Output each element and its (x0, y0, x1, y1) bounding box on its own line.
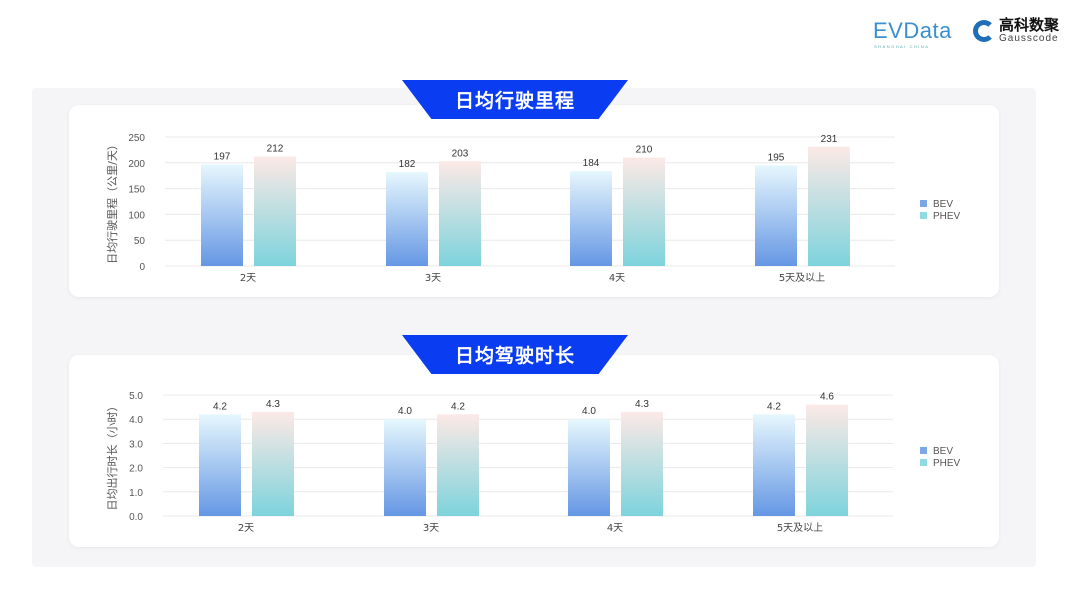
y-tick-label: 100 (128, 210, 145, 221)
y-tick-label: 3.0 (129, 439, 143, 450)
gausscode-logo: 高科数聚 Gausscode (973, 18, 1059, 44)
bar-phev (437, 414, 479, 516)
data-label: 210 (636, 145, 653, 156)
data-label: 4.0 (582, 406, 596, 417)
bar-phev (439, 161, 481, 266)
y-tick-label: 2.0 (129, 464, 143, 475)
bar-bev (568, 419, 610, 516)
legend-swatch-bev (920, 447, 927, 454)
bar-phev (623, 157, 665, 266)
bar-bev (570, 171, 612, 266)
data-label: 182 (399, 159, 416, 170)
data-label: 4.0 (398, 406, 412, 417)
bar-phev (254, 156, 296, 266)
legend-swatch-phev (920, 459, 927, 466)
bar-bev (755, 165, 797, 266)
legend-swatch-phev (920, 212, 927, 219)
y-tick-label: 4.0 (129, 415, 143, 426)
y-tick-label: 250 (128, 133, 145, 144)
x-tick-label: 3天 (425, 273, 441, 284)
data-label: 212 (267, 144, 284, 155)
y-tick-label: 200 (128, 159, 145, 170)
data-label: 231 (821, 134, 838, 145)
bar-phev (808, 146, 850, 266)
evdata-logo: EVData SHANGHAI CHINA (873, 18, 952, 49)
data-label: 4.3 (266, 399, 280, 410)
data-label: 4.6 (820, 392, 834, 403)
data-label: 4.2 (213, 401, 227, 412)
y-tick-label: 1.0 (129, 488, 143, 499)
x-tick-label: 5天及以上 (777, 522, 823, 534)
bar-bev (753, 414, 795, 516)
data-label: 195 (768, 152, 785, 163)
y-tick-label: 0 (139, 262, 145, 273)
mileage-chart-title: 日均行驶里程 (402, 80, 628, 119)
bar-bev (199, 414, 241, 516)
y-tick-label: 0.0 (129, 512, 143, 523)
bar-bev (384, 419, 426, 516)
x-tick-label: 5天及以上 (779, 272, 825, 284)
data-label: 4.2 (767, 401, 781, 412)
legend-label: PHEV (933, 211, 961, 222)
x-tick-label: 4天 (607, 523, 623, 534)
y-tick-label: 150 (128, 185, 145, 196)
bar-bev (201, 164, 243, 266)
data-label: 197 (214, 151, 231, 162)
legend-label: PHEV (933, 458, 961, 469)
x-tick-label: 2天 (240, 273, 256, 284)
bar-phev (806, 404, 848, 516)
y-axis-label: 日均行驶里程（公里/天） (105, 139, 119, 264)
y-tick-label: 5.0 (129, 391, 143, 402)
x-tick-label: 3天 (423, 523, 439, 534)
legend-label: BEV (933, 446, 953, 457)
legend-swatch-bev (920, 200, 927, 207)
data-label: 203 (452, 148, 469, 159)
x-tick-label: 4天 (609, 273, 625, 284)
y-tick-label: 50 (134, 236, 146, 247)
gausscode-logo-icon (973, 20, 995, 42)
legend-label: BEV (933, 199, 953, 210)
bar-phev (621, 411, 663, 516)
bar-bev (386, 172, 428, 266)
bar-phev (252, 411, 294, 516)
y-axis-label: 日均出行时长（小时） (105, 401, 119, 511)
data-label: 184 (583, 158, 600, 169)
duration-chart-title: 日均驾驶时长 (402, 335, 628, 374)
x-tick-label: 2天 (238, 523, 254, 534)
data-label: 4.3 (635, 399, 649, 410)
data-label: 4.2 (451, 401, 465, 412)
